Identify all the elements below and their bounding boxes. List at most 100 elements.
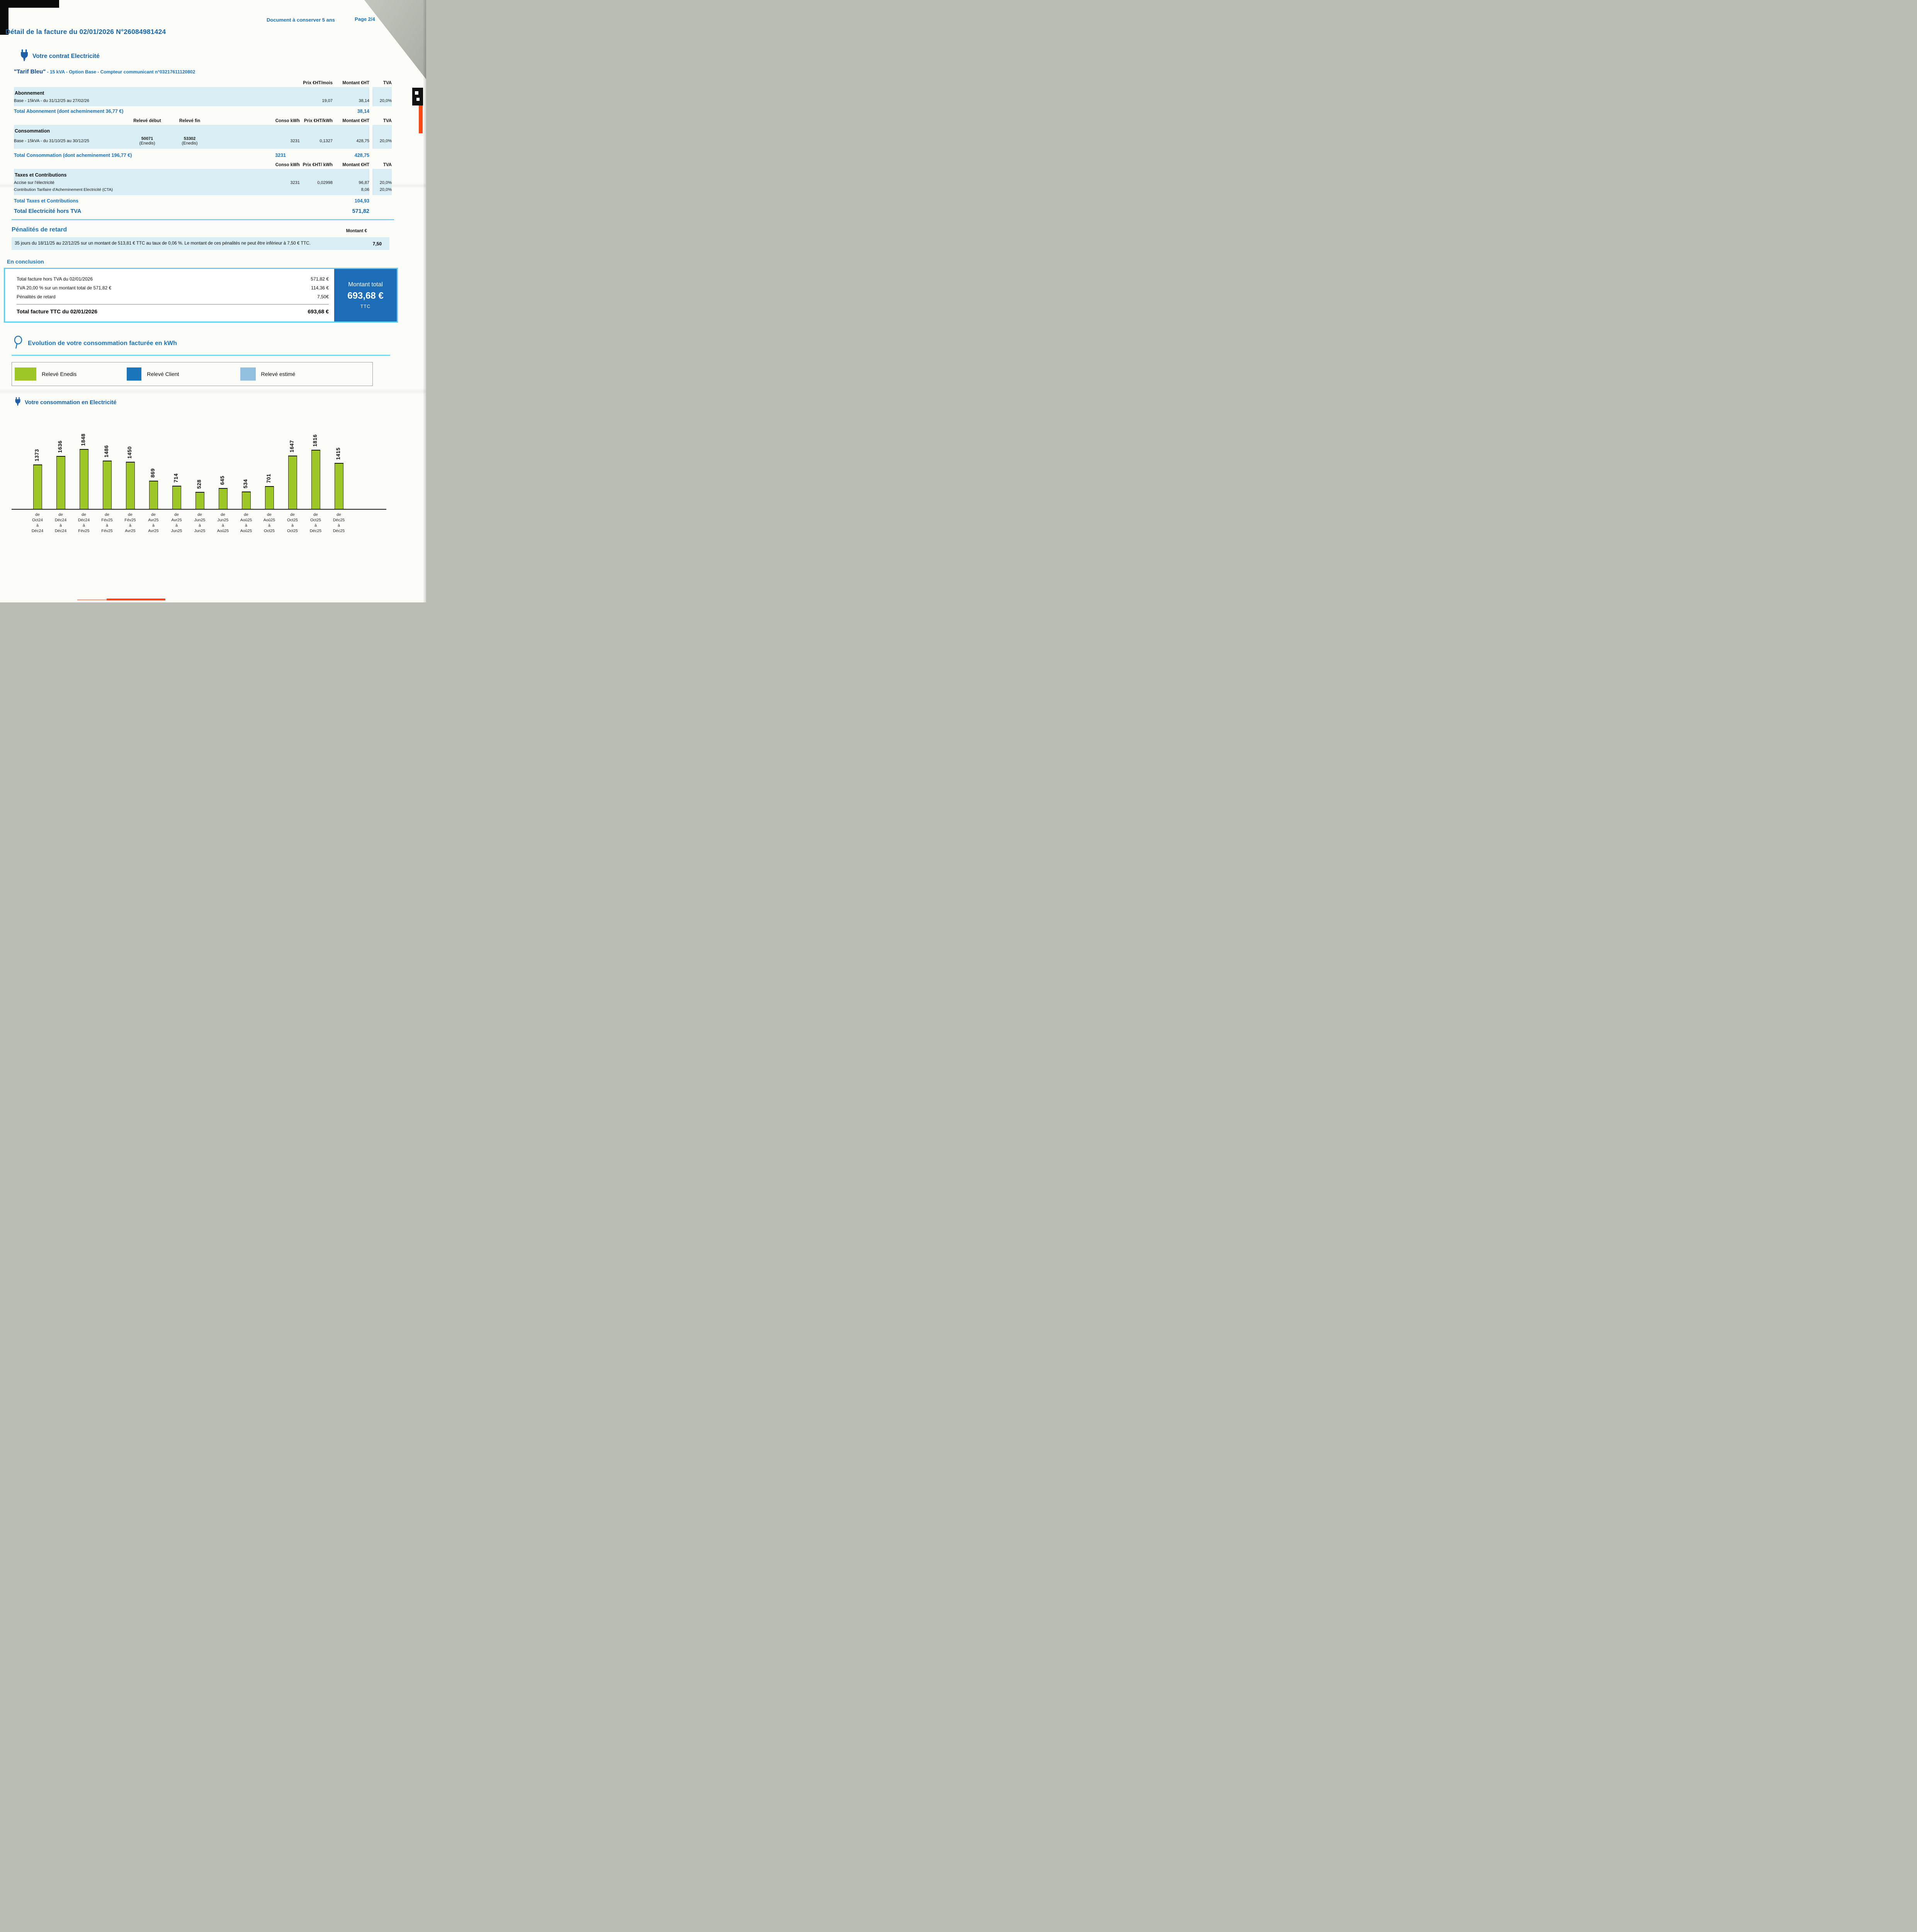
col-header-conso: Conso kWh — [275, 119, 300, 123]
bar-value-1: 1636 — [57, 440, 63, 453]
evolution-rule — [12, 355, 390, 356]
concl-row2-label: TVA 20,00 % sur un montant total de 571,… — [17, 285, 112, 291]
accise-prix: 0,02998 — [317, 180, 333, 185]
bar-label-3: de Fév25 à Fév25 — [101, 512, 113, 534]
cta-label: Contribution Tarifaire d'Acheminement El… — [14, 187, 113, 192]
plug-icon — [20, 49, 29, 63]
conso-value: 3231 — [290, 139, 300, 143]
bar-label-12: de Oct25 à Déc25 — [309, 512, 322, 534]
qr-fragment-artifact — [412, 88, 423, 105]
legend-label-estime: Relevé estimé — [261, 371, 296, 378]
col-header-prix-kwh: Prix €HT/kWh — [304, 119, 333, 123]
abonnement-montant: 38,14 — [359, 99, 369, 103]
scanner-artifact-top-left-2 — [0, 0, 8, 35]
montant-total-label: Montant total — [348, 281, 383, 288]
montant-total-amount: 693,68 € — [347, 291, 384, 301]
bar-value-8: 645 — [219, 476, 225, 485]
concl-row3-value: 7,50€ — [317, 294, 329, 300]
taxes-band: Taxes et Contributions Accise sur l'élec… — [14, 169, 392, 195]
page-number: Page 2/4 — [355, 16, 375, 22]
prix-kwh-value: 0,1327 — [320, 139, 333, 143]
consommation-section-label: Consommation — [15, 128, 50, 134]
document-retention-note: Document à conserver 5 ans — [267, 17, 335, 23]
total-abonnement-label: Total Abonnement (dont acheminement 36,7… — [14, 109, 124, 114]
total-consommation-label: Total Consommation (dont acheminement 19… — [14, 153, 132, 158]
bar-value-0: 1373 — [34, 449, 40, 462]
bar-value-7: 528 — [196, 480, 202, 489]
total-abonnement-value: 38,14 — [357, 109, 369, 114]
bar-5 — [149, 481, 158, 509]
bar-12 — [311, 450, 320, 509]
col-header-tva2: TVA — [383, 119, 392, 123]
evolution-title: Evolution de votre consommation facturée… — [28, 340, 177, 347]
bar-3 — [103, 461, 112, 509]
conclusion-title: En conclusion — [7, 259, 44, 265]
legend-swatch-client — [127, 367, 142, 381]
bar-label-4: de Fév25 à Avr25 — [124, 512, 136, 534]
bar-label-5: de Avr25 à Avr25 — [148, 512, 159, 534]
bar-label-7: de Jun25 à Jun25 — [194, 512, 206, 534]
legend-swatch-estime — [240, 367, 256, 381]
total-taxes-label: Total Taxes et Contributions — [14, 198, 78, 204]
bar-7 — [195, 492, 204, 509]
bar-value-12: 1816 — [312, 434, 318, 447]
concl-total-value: 693,68 € — [308, 308, 329, 315]
accise-conso: 3231 — [290, 180, 300, 185]
bar-label-13: de Déc25 à Déc25 — [333, 512, 345, 534]
invoice-title: Détail de la facture du 02/01/2026 N°260… — [5, 28, 166, 36]
magnifier-icon — [13, 336, 23, 351]
bar-value-3: 1486 — [104, 445, 109, 458]
accise-tva: 20,0% — [379, 180, 392, 185]
tariff-details: - 15 kVA - Option Base - Compteur commun… — [46, 69, 195, 75]
concl-row2-value: 114,36 € — [311, 285, 329, 291]
montant-total-panel: Montant total 693,68 € TTC — [334, 269, 397, 322]
col-header-montant: Montant €HT — [342, 81, 369, 85]
scanner-artifact-top-left — [0, 0, 59, 8]
bar-6 — [172, 486, 181, 509]
col-header-prix3: Prix €HT/ kWh — [303, 163, 333, 167]
bar-10 — [265, 486, 274, 509]
tva-conso-value: 20,0% — [379, 139, 392, 143]
penalites-band: 35 jours du 18/11/25 au 22/12/25 sur un … — [12, 237, 389, 250]
bar-value-10: 701 — [266, 474, 272, 483]
bar-label-2: de Déc24 à Fév25 — [78, 512, 90, 534]
col-header-montant3: Montant €HT — [342, 163, 369, 167]
total-electricite-value: 571,82 — [352, 208, 369, 214]
total-consommation-montant: 428,75 — [354, 153, 369, 158]
orange-bottom-stripe-faint — [77, 599, 108, 600]
penalites-montant-header: Montant € — [346, 229, 367, 233]
bar-2 — [80, 449, 88, 509]
bar-label-6: de Avr25 à Jun25 — [171, 512, 182, 534]
legend-label-client: Relevé Client — [147, 371, 179, 378]
penalites-value: 7,50 — [372, 241, 382, 247]
bar-0 — [33, 464, 42, 509]
orange-bottom-stripe — [107, 599, 165, 600]
bar-4 — [126, 462, 135, 509]
bar-label-11: de Oct25 à Oct25 — [287, 512, 298, 534]
col-header-montant2: Montant €HT — [342, 119, 369, 123]
total-electricite-label: Total Electricité hors TVA — [14, 208, 82, 214]
bar-8 — [219, 488, 228, 509]
total-taxes-value: 104,93 — [354, 198, 369, 204]
concl-row1-label: Total facture hors TVA du 02/01/2026 — [17, 276, 93, 282]
bar-label-10: de Aoû25 à Oct25 — [263, 512, 275, 534]
legend-label-enedis: Relevé Enedis — [42, 371, 77, 378]
legend-swatch-enedis — [15, 367, 36, 381]
col-header-tva: TVA — [383, 81, 392, 85]
penalites-title: Pénalités de retard — [12, 226, 67, 233]
abonnement-section-label: Abonnement — [15, 90, 44, 96]
bar-label-8: de Jun25 à Aoû25 — [217, 512, 229, 534]
bar-label-0: de Oct24 à Déc24 — [31, 512, 44, 534]
invoice-page: Document à conserver 5 ans Page 2/4 Déta… — [0, 0, 426, 602]
paper-edge-shadow — [423, 0, 426, 602]
consommation-row-label: Base - 15kVA - du 31/10/25 au 30/12/25 — [14, 139, 89, 143]
penalites-text: 35 jours du 18/11/25 au 22/12/25 sur un … — [15, 241, 311, 246]
contract-subtitle: "Tarif Bleu" - 15 kVA - Option Base - Co… — [14, 68, 402, 75]
bar-value-4: 1450 — [127, 446, 133, 459]
bar-value-2: 1848 — [80, 434, 86, 446]
concl-row1-value: 571,82 € — [311, 276, 329, 282]
abonnement-tva: 20,0% — [379, 99, 392, 103]
bar-label-1: de Déc24 à Déc24 — [54, 512, 67, 534]
bar-value-11: 1647 — [289, 440, 295, 453]
montant-total-ttc: TTC — [360, 304, 371, 310]
